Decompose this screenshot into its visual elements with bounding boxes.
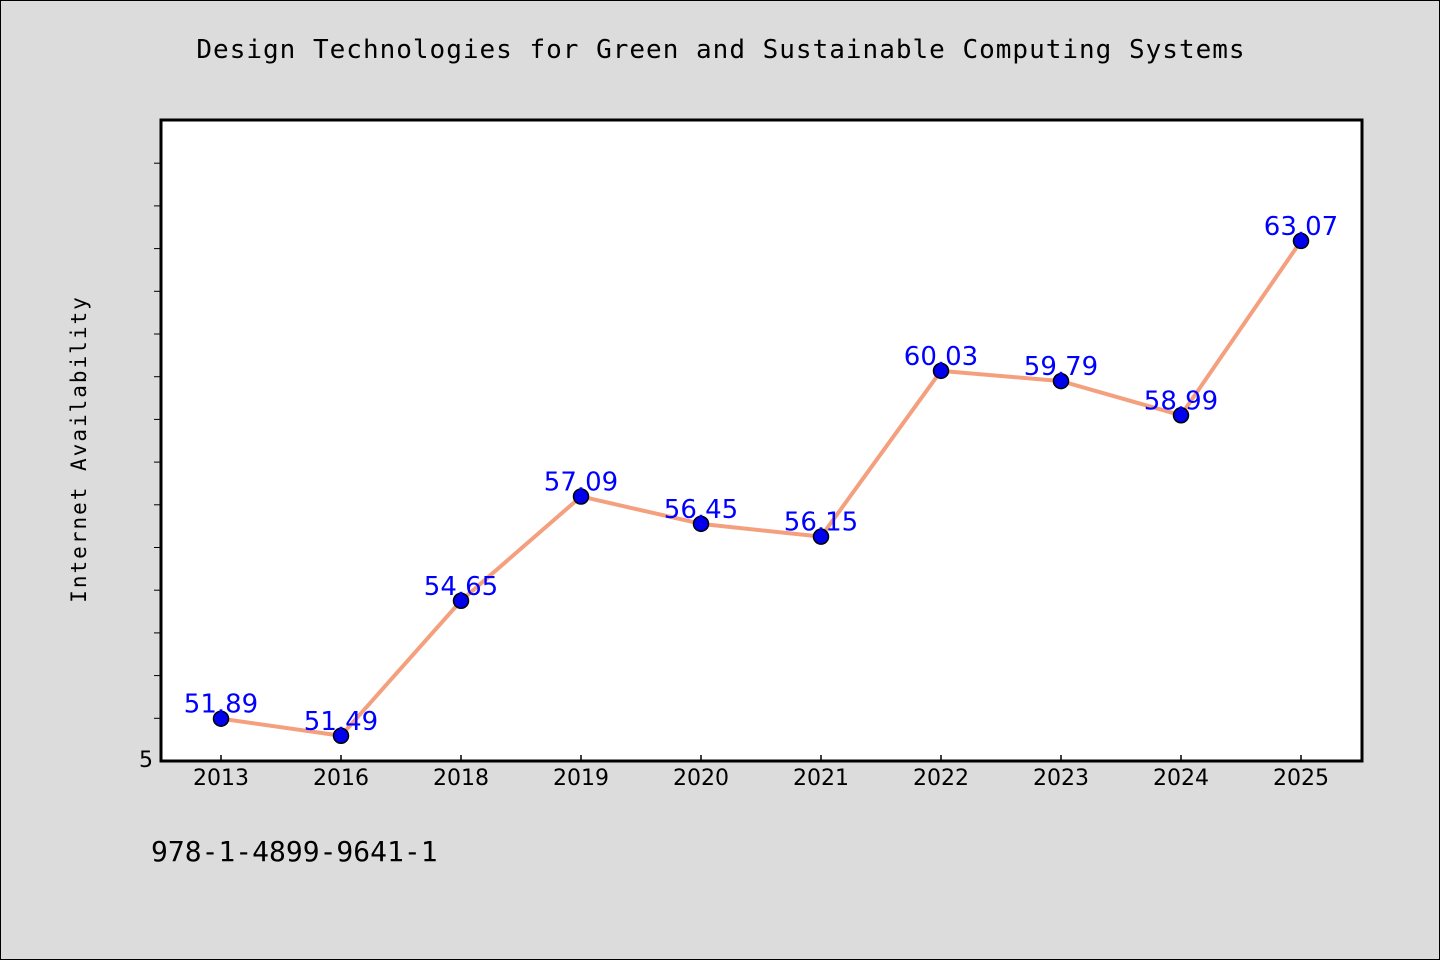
data-label: 63.07 <box>1264 212 1338 242</box>
x-tick-label: 2025 <box>1273 766 1329 791</box>
data-point-marker <box>1052 372 1070 390</box>
data-point-marker <box>212 710 230 727</box>
x-tick-label: 2024 <box>1153 766 1209 791</box>
series-line <box>219 238 1303 738</box>
x-tick-label: 2023 <box>1033 766 1089 791</box>
data-point-marker <box>452 592 470 609</box>
data-point-marker <box>572 488 590 505</box>
data-label: 58.99 <box>1144 386 1218 416</box>
x-tick-label: 2016 <box>313 766 369 791</box>
data-point-marker <box>332 727 350 745</box>
x-tick-label: 2022 <box>913 766 969 791</box>
plot-area <box>159 118 1364 763</box>
data-point-marker <box>1292 232 1310 250</box>
data-label: 57.09 <box>544 467 618 497</box>
y-axis-ticks: 5 <box>139 162 160 773</box>
data-label: 60.03 <box>904 342 978 372</box>
x-axis-ticks: 2013 2016 2018 2019 2020 2021 2022 2023 2024 2025 <box>193 755 1329 791</box>
data-point-marker <box>1172 407 1190 424</box>
data-point-marker <box>812 528 830 545</box>
data-label: 56.45 <box>664 495 738 525</box>
x-tick-label: 2018 <box>433 766 489 791</box>
series-line-group <box>219 238 1303 738</box>
data-label: 59.79 <box>1024 352 1098 382</box>
footer-id: 978-1-4899-9641-1 <box>151 835 438 868</box>
x-tick-label: 2021 <box>793 766 849 791</box>
chart-title: Design Technologies for Green and Sustai… <box>196 35 1246 65</box>
x-tick-label: 2013 <box>193 766 249 791</box>
x-tick-label: 2019 <box>553 766 609 791</box>
data-label: 51.89 <box>184 690 258 720</box>
data-label: 54.65 <box>424 572 498 602</box>
data-label: 56.15 <box>784 508 858 538</box>
y-tick-label: 5 <box>139 748 153 773</box>
data-point-marker <box>932 362 950 380</box>
data-point-marker <box>692 515 710 533</box>
data-label-group: 51.89 51.49 54.65 57.09 56.45 56.15 60.03 59.79… <box>184 212 1338 737</box>
x-tick-label: 2020 <box>673 766 729 791</box>
data-label: 51.49 <box>304 707 378 737</box>
marker-group <box>212 232 1310 745</box>
